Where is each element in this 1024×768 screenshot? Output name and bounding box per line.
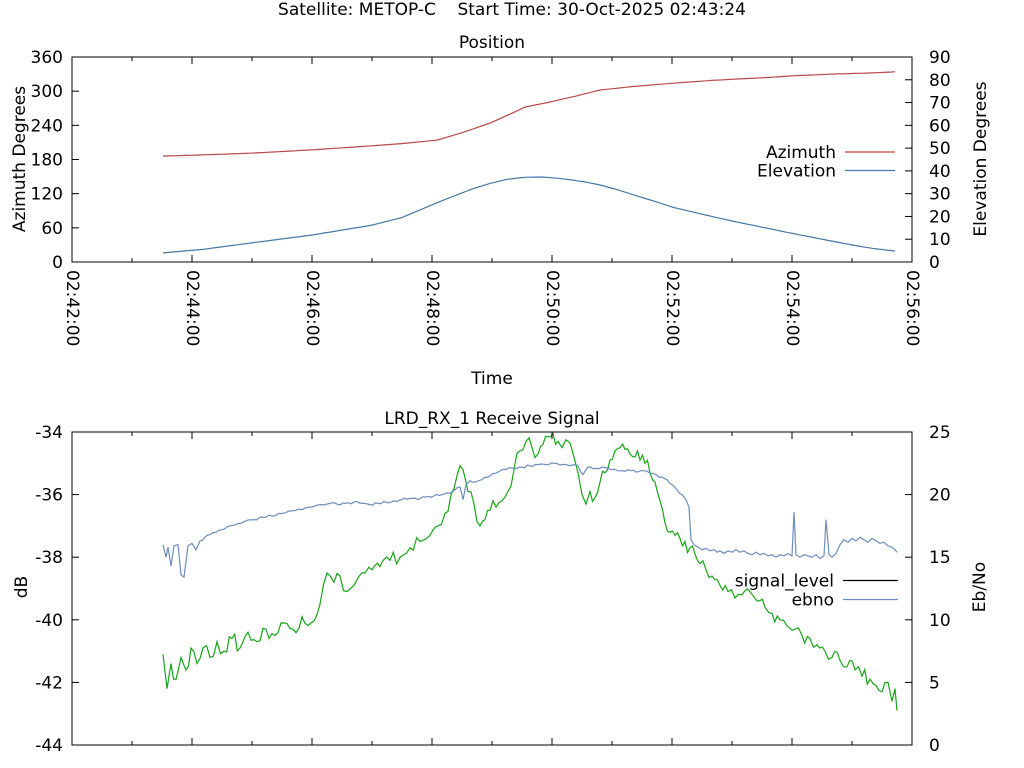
series-ebno-line <box>162 462 898 579</box>
y-tick-label: 80 <box>929 71 951 91</box>
y-tick-label: 30 <box>929 185 951 205</box>
time-axis-label: Time <box>471 369 513 389</box>
y-tick-label: 300 <box>31 82 63 102</box>
y-tick-label: -44 <box>35 736 63 756</box>
x-tick-label: 02:42:00 <box>62 270 82 346</box>
y-tick-label: 240 <box>31 116 63 136</box>
legend-label-Azimuth: Azimuth <box>766 143 836 163</box>
y-tick-label: 0 <box>52 253 63 273</box>
y-tick-label: 40 <box>929 162 951 182</box>
position-chart: 02:42:00 02:44:00 02:46:00 02:48:00 02:50:00… <box>31 48 951 346</box>
legend-label-ebno: ebno <box>792 591 834 611</box>
signal-chart-title: LRD_RX_1 Receive Signal <box>384 409 600 429</box>
y-tick-label: 60 <box>41 219 63 239</box>
y-tick-label: 180 <box>31 151 63 171</box>
y-tick-label: 25 <box>929 423 951 443</box>
series-Azimuth-line <box>162 71 896 157</box>
y-tick-label: -36 <box>35 486 63 506</box>
y-tick-label: 10 <box>929 611 951 631</box>
series-Elevation-line <box>162 176 896 254</box>
x-tick-label: 02:48:00 <box>422 270 442 346</box>
x-tick-label: 02:46:00 <box>302 270 322 346</box>
y-tick-label: 60 <box>929 116 951 136</box>
plot-border <box>71 56 913 263</box>
x-tick-label: 02:44:00 <box>182 270 202 346</box>
y-tick-label: 360 <box>31 48 63 68</box>
x-tick-label: 02:52:00 <box>662 270 682 346</box>
y-tick-label: 10 <box>929 230 951 250</box>
y-tick-label: -42 <box>35 673 63 693</box>
y-tick-label: 120 <box>31 185 63 205</box>
y-tick-label: 90 <box>929 48 951 68</box>
y-tick-label: 50 <box>929 139 951 159</box>
y-tick-label: 20 <box>929 486 951 506</box>
y-tick-label: 0 <box>929 253 940 273</box>
legend-label-Elevation: Elevation <box>757 162 836 182</box>
y-tick-label: -38 <box>35 548 63 568</box>
x-tick-label: 02:50:00 <box>542 270 562 346</box>
azimuth-axis-label: Azimuth Degrees <box>10 85 30 233</box>
elevation-axis-label: Elevation Degrees <box>971 81 991 237</box>
db-axis-label: dB <box>12 575 32 599</box>
plot-border <box>71 431 913 746</box>
series-signal_level-line <box>162 432 898 711</box>
position-chart-title: Position <box>458 33 526 53</box>
y-tick-label: -34 <box>35 423 63 443</box>
y-tick-label: 0 <box>929 736 940 756</box>
y-tick-label: 20 <box>929 207 951 227</box>
ebno-axis-label: Eb/No <box>970 561 990 613</box>
x-tick-label: 02:56:00 <box>902 270 922 346</box>
x-tick-label: 02:54:00 <box>782 270 802 346</box>
y-tick-label: 70 <box>929 94 951 114</box>
y-tick-label: -40 <box>35 611 63 631</box>
y-tick-label: 5 <box>929 673 940 693</box>
signal-chart: -44 -42 -40 -38 -36 -34 0 5 10 15 20 25 signal_level… <box>35 423 950 756</box>
page-title: Satellite: METOP-C Start Time: 30-Oct-20… <box>278 0 746 20</box>
y-tick-label: 15 <box>929 548 951 568</box>
legend-label-signal_level: signal_level <box>735 572 834 592</box>
